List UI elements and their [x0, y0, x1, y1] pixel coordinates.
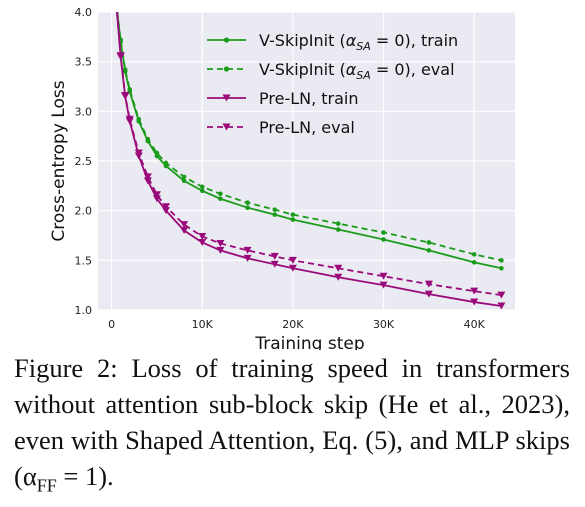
y-axis-title: Cross-entropy Loss [49, 80, 69, 241]
series-1-point-3 [127, 87, 133, 92]
series-3-point-13 [288, 256, 297, 264]
legend-marker-2 [222, 94, 231, 102]
series-2-point-8 [180, 227, 189, 235]
legend: V-SkipInit (αSA = 0), train V-SkipInit (… [207, 31, 458, 137]
caption-tail: = 1). [56, 461, 114, 491]
series-0-point-17 [471, 260, 477, 265]
series-2-point-14 [334, 273, 343, 281]
series-2-point-10 [216, 246, 225, 254]
series-1 [114, 0, 504, 263]
series-2-point-18 [497, 302, 506, 310]
series-1-point-18 [499, 258, 504, 263]
series-2-point-12 [270, 260, 279, 268]
x-tick-label-2: 20K [282, 318, 304, 331]
series-1-point-6 [154, 150, 160, 156]
series-0-point-12 [272, 212, 278, 217]
caption-text: Figure 2: Loss of training speed in tran… [14, 353, 570, 491]
series-3-point-12 [270, 252, 279, 260]
ticks-layer: 0 10K 20K 30K 40K 1.0 1.5 2.0 2.5 3.0 3.5 4.0 [75, 6, 486, 331]
x-tick-label-3: 30K [373, 318, 395, 331]
legend-item-3: Pre-LN, eval [207, 118, 355, 137]
series-3-point-7 [161, 203, 170, 211]
series-0-point-8 [181, 178, 187, 184]
series-0-point-14 [335, 227, 341, 232]
series-3-point-16 [424, 280, 433, 288]
x-axis-title: Training step [254, 334, 364, 350]
series-0-point-13 [290, 217, 296, 222]
legend-item-1: V-SkipInit (αSA = 0), eval [207, 60, 455, 82]
series-3 [112, 0, 506, 299]
series-0-point-18 [499, 265, 504, 271]
series-3-point-2 [121, 91, 130, 99]
legend-label-3: Pre-LN, eval [259, 118, 355, 137]
series-3-point-4 [134, 149, 143, 157]
legend-label-2: Pre-LN, train [259, 89, 359, 108]
series-2-point-11 [243, 254, 252, 262]
series-2-point-0 [112, 0, 120, 6]
series-3-point-18 [497, 291, 506, 299]
series-3-point-15 [379, 272, 388, 280]
legend-label-0: V-SkipInit (αSA = 0), train [259, 31, 458, 53]
x-tick-label-0: 0 [108, 318, 115, 331]
series-1-point-13 [290, 212, 296, 217]
legend-marker-3 [222, 123, 231, 131]
series-1-point-12 [272, 207, 278, 212]
figure-caption: Figure 2: Loss of training speed in tran… [14, 350, 570, 503]
series-2-point-9 [198, 238, 207, 246]
caption-subscript: FF [36, 475, 57, 496]
series-3-point-6 [152, 191, 161, 199]
series-2-point-7 [161, 207, 170, 215]
series-3-point-11 [243, 246, 252, 254]
series-0-point-10 [218, 196, 223, 202]
series-0-point-16 [426, 248, 432, 253]
series-1-point-17 [471, 252, 477, 257]
series-3-point-5 [143, 173, 152, 181]
y-tick-label-1: 1.5 [75, 254, 93, 267]
series-1-point-7 [163, 160, 169, 166]
series-3-point-9 [198, 232, 207, 240]
series-1-point-10 [218, 191, 223, 197]
series-1-point-2 [122, 67, 128, 72]
legend-item-2: Pre-LN, train [207, 89, 359, 108]
series-1-point-9 [199, 184, 205, 190]
series-2-point-15 [379, 281, 388, 289]
y-tick-label-5: 3.5 [75, 56, 93, 69]
y-tick-label-4: 3.0 [75, 105, 93, 118]
series-3-point-0 [112, 0, 120, 6]
legend-item-0: V-SkipInit (αSA = 0), train [207, 31, 458, 53]
series-2-point-16 [424, 290, 433, 298]
series-1-point-0 [114, 0, 119, 4]
series-0-point-0 [114, 0, 119, 4]
series-1-point-14 [335, 221, 341, 226]
series-3-point-8 [180, 221, 189, 229]
series-2-point-17 [470, 298, 479, 306]
legend-marker-1 [223, 66, 230, 72]
loss-chart: 0 10K 20K 30K 40K 1.0 1.5 2.0 2.5 3.0 3.5 4.0 Train… [49, 0, 515, 350]
series-3-point-10 [216, 239, 225, 247]
y-tick-label-2: 2.0 [75, 205, 93, 218]
series-layer [112, 0, 506, 310]
series-1-point-16 [426, 240, 432, 245]
series-2-point-13 [288, 264, 297, 272]
series-1-point-5 [145, 136, 151, 142]
y-tick-label-3: 2.5 [75, 155, 93, 168]
series-0-point-15 [381, 237, 386, 242]
series-0-point-11 [245, 205, 250, 210]
x-tick-label-4: 40K [464, 318, 486, 331]
series-3-point-3 [125, 115, 134, 123]
series-1-point-4 [136, 116, 142, 122]
x-tick-label-1: 10K [192, 318, 214, 331]
y-tick-label-6: 4.0 [75, 6, 93, 19]
series-1-point-11 [245, 200, 250, 206]
series-1-point-15 [381, 230, 386, 235]
legend-marker-0 [223, 37, 230, 43]
series-3-point-14 [334, 264, 343, 272]
series-3-point-1 [116, 52, 125, 60]
series-0-point-9 [199, 188, 205, 194]
series-1-point-8 [181, 174, 187, 180]
legend-label-1: V-SkipInit (αSA = 0), eval [259, 60, 455, 82]
y-tick-label-0: 1.0 [75, 304, 93, 317]
series-3-point-17 [470, 287, 479, 295]
